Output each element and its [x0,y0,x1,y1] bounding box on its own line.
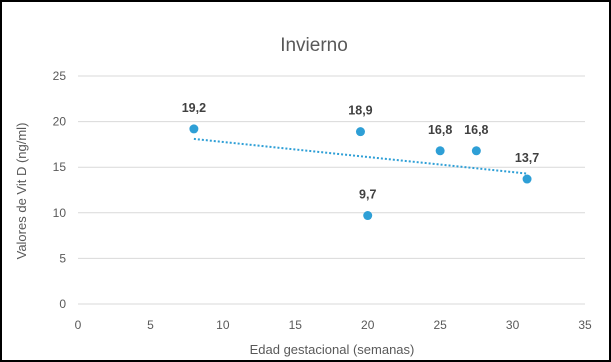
y-tick-label-15: 15 [53,160,67,174]
data-point-3 [363,211,373,221]
y-axis-ticks: 0 5 10 15 20 25 [53,69,67,311]
x-tick-label-5: 5 [147,318,154,332]
data-point-5 [471,146,481,156]
chart-title: Invierno [280,35,348,56]
data-label-3: 9,7 [359,188,376,202]
y-tick-label-5: 5 [59,251,66,265]
data-label-2: 18,9 [348,104,372,118]
x-tick-label-35: 35 [578,318,592,332]
data-labels: 19,2 18,9 9,7 16,8 16,8 13,7 [182,101,540,202]
y-tick-label-25: 25 [53,69,67,83]
x-tick-label-30: 30 [506,318,520,332]
data-label-5: 16,8 [464,123,488,137]
x-tick-label-0: 0 [75,318,82,332]
y-axis-title: Valores de Vit D (ng/ml) [14,123,29,260]
data-label-4: 16,8 [428,123,452,137]
y-tick-label-10: 10 [53,206,67,220]
data-label-6: 13,7 [515,151,539,165]
x-axis-title: Edad gestacional (semanas) [250,342,415,357]
x-tick-label-20: 20 [361,318,375,332]
data-point-4 [435,146,445,156]
y-tick-label-20: 20 [53,115,67,129]
x-tick-label-10: 10 [216,318,230,332]
x-axis-ticks: 0 5 10 15 20 25 30 35 [75,318,592,332]
data-points [189,124,532,221]
data-point-2 [355,127,365,137]
data-point-6 [522,174,532,184]
x-tick-label-25: 25 [433,318,447,332]
trendline-group [193,137,528,175]
y-tick-label-0: 0 [59,297,66,311]
data-point-1 [189,124,199,134]
data-label-1: 19,2 [182,101,206,115]
gridlines [78,75,585,305]
trendline [193,137,528,175]
x-tick-label-15: 15 [289,318,303,332]
